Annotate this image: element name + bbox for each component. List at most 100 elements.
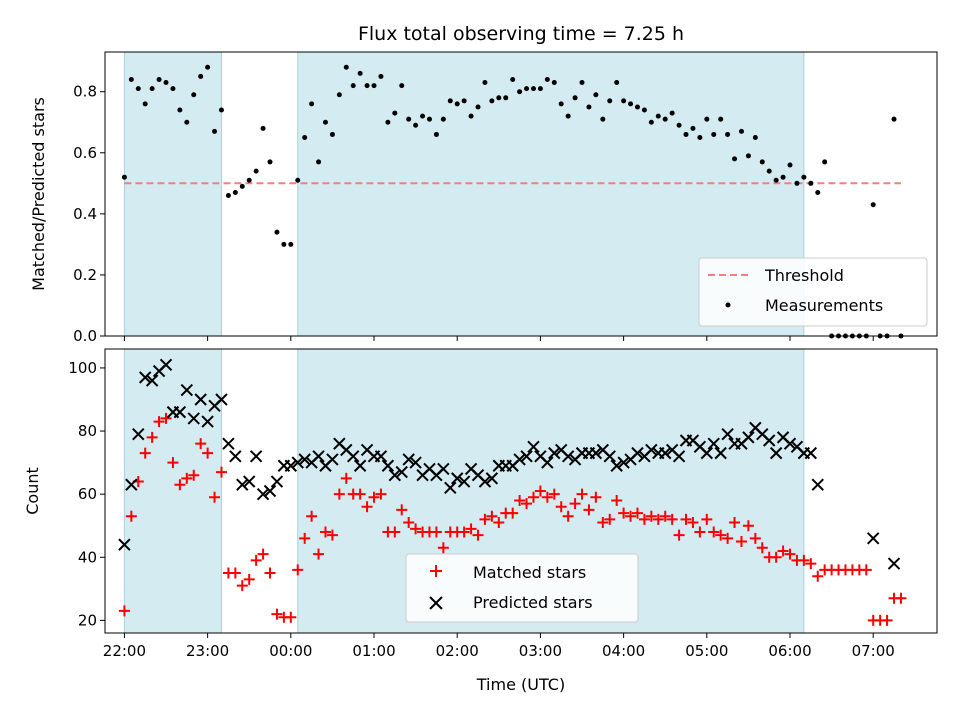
matched-star-point — [673, 529, 685, 541]
top-plot-frame — [104, 51, 938, 337]
matched-star-point — [368, 491, 380, 503]
predicted-star-point — [256, 487, 270, 501]
matched-star-point — [527, 491, 539, 503]
matched-star-point — [181, 472, 193, 484]
matched-star-point — [209, 491, 221, 503]
measurement-point — [780, 174, 786, 180]
matched-star-point — [493, 517, 505, 529]
predicted-star-point — [229, 450, 242, 463]
measurement-point — [683, 131, 689, 137]
matched-star-point — [403, 517, 415, 529]
measurement-point — [565, 113, 571, 119]
predicted-star-point — [249, 450, 263, 463]
measurement-point — [343, 64, 349, 70]
measurement-points — [121, 64, 904, 339]
matched-star-point — [195, 438, 207, 450]
matched-star-point — [590, 491, 602, 503]
predicted-star-point — [388, 469, 402, 482]
matched-star-point — [354, 488, 366, 500]
measurement-point — [371, 83, 377, 89]
matched-star-point — [285, 611, 297, 623]
measurement-point — [482, 80, 488, 86]
predicted-star-point — [617, 456, 630, 469]
matched-star-point — [680, 513, 692, 525]
measurement-point — [572, 95, 578, 101]
matched-star-point — [396, 504, 408, 516]
measurement-point — [295, 177, 301, 183]
matched-star-point — [604, 513, 616, 525]
matched-star-point — [458, 526, 470, 538]
matched-star-point — [306, 510, 318, 522]
predicted-star-point — [347, 450, 360, 463]
predicted-star-point — [672, 450, 686, 463]
predicted-star-point — [721, 427, 734, 441]
x-tick-label: 01:00 — [352, 642, 395, 660]
measurement-point — [392, 110, 398, 116]
y-tick-label: 0.2 — [73, 266, 97, 284]
predicted-star-point — [374, 450, 388, 463]
measurement-point — [461, 98, 467, 104]
predicted-star-point — [714, 446, 727, 460]
y-tick-label: 40 — [78, 548, 97, 566]
matched-star-point — [361, 501, 373, 513]
predicted-star-point — [867, 532, 880, 545]
measurement-point — [225, 193, 231, 199]
measurement-point — [205, 64, 211, 70]
predicted-star-point — [451, 472, 464, 485]
matched-star-point — [881, 614, 893, 626]
matched-star-point — [167, 457, 179, 469]
x-tick-label: 00:00 — [269, 642, 312, 660]
matched-star-point — [215, 466, 227, 478]
measurement-point — [517, 89, 523, 95]
matched-star-point — [742, 520, 754, 532]
matched-star-point — [521, 498, 533, 510]
matched-star-point — [541, 491, 553, 503]
x-tick-label: 03:00 — [519, 642, 562, 660]
predicted-star-point — [187, 412, 200, 425]
bottom-x-ticks: 22:00 23:00 00:00 01:00 02:00 03:00 04:00 05:00… — [103, 633, 895, 660]
matched-star-point — [118, 605, 130, 617]
measurement-point — [600, 116, 606, 122]
predicted-star-point — [381, 459, 395, 472]
measurement-point — [267, 159, 273, 165]
top-legend-box — [698, 257, 928, 327]
matched-star-point — [146, 431, 158, 443]
bottom-legend-box — [405, 553, 639, 623]
measurement-point — [232, 189, 238, 195]
matched-star-point — [326, 529, 338, 541]
measurement-point — [593, 92, 599, 98]
measurement-point — [537, 86, 543, 92]
y-tick-label: 0.4 — [73, 205, 97, 223]
x-tick-label: 04:00 — [602, 642, 645, 660]
predicted-star-point — [298, 453, 311, 466]
predicted-star-point — [659, 446, 672, 460]
measurement-point — [260, 125, 266, 131]
measurement-point — [246, 177, 252, 183]
matched-star-point — [486, 510, 498, 522]
measurement-point — [662, 116, 668, 122]
shaded-interval — [123, 51, 222, 337]
measurement-point — [579, 80, 585, 86]
measurement-point — [468, 113, 474, 119]
measurement-point — [655, 113, 661, 119]
matched-star-point — [729, 517, 741, 529]
matched-star-point — [618, 507, 630, 519]
matched-star-point — [569, 498, 581, 510]
predicted-star-point — [457, 475, 471, 488]
measurement-point — [184, 119, 190, 125]
matched-star-point — [659, 510, 671, 522]
matched-star-point — [749, 532, 761, 544]
predicted-star-point — [437, 462, 450, 476]
legend-measurements-label: Measurements — [765, 296, 883, 315]
measurement-point — [281, 241, 287, 247]
matched-star-point — [625, 510, 637, 522]
matched-star-point — [264, 567, 276, 579]
matched-star-point — [722, 532, 734, 544]
matched-star-point — [430, 526, 442, 538]
measurement-point — [316, 159, 322, 165]
measurement-point — [426, 116, 432, 122]
predicted-star-point — [139, 371, 152, 384]
matched-star-point — [645, 510, 657, 522]
matched-star-point — [895, 592, 907, 604]
